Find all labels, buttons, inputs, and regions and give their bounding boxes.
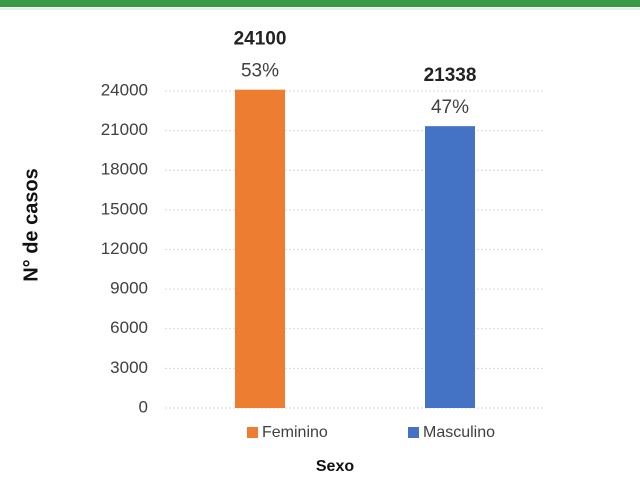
legend-swatch xyxy=(247,427,258,438)
y-tick-label: 21000 xyxy=(101,120,148,139)
bar xyxy=(235,89,285,408)
y-tick-label: 0 xyxy=(139,397,148,416)
legend-swatch xyxy=(408,427,419,438)
y-tick-label: 24000 xyxy=(101,80,148,99)
y-tick-label: 15000 xyxy=(101,199,148,218)
y-tick-label: 6000 xyxy=(110,318,148,337)
bar xyxy=(425,126,475,408)
legend-label: Feminino xyxy=(262,424,328,441)
share-label: 47% xyxy=(431,97,469,118)
x-axis-label: Sexo xyxy=(316,458,354,475)
y-tick-label: 12000 xyxy=(101,239,148,258)
y-tick-label: 9000 xyxy=(110,279,148,298)
y-tick-label: 3000 xyxy=(110,358,148,377)
legend-label: Masculino xyxy=(423,424,495,441)
share-label: 53% xyxy=(241,61,279,82)
value-label: 24100 xyxy=(234,29,287,50)
y-axis-label: N° de casos xyxy=(20,168,42,282)
y-tick-label: 18000 xyxy=(101,160,148,179)
top-band xyxy=(0,0,640,7)
value-label: 21338 xyxy=(424,65,477,86)
